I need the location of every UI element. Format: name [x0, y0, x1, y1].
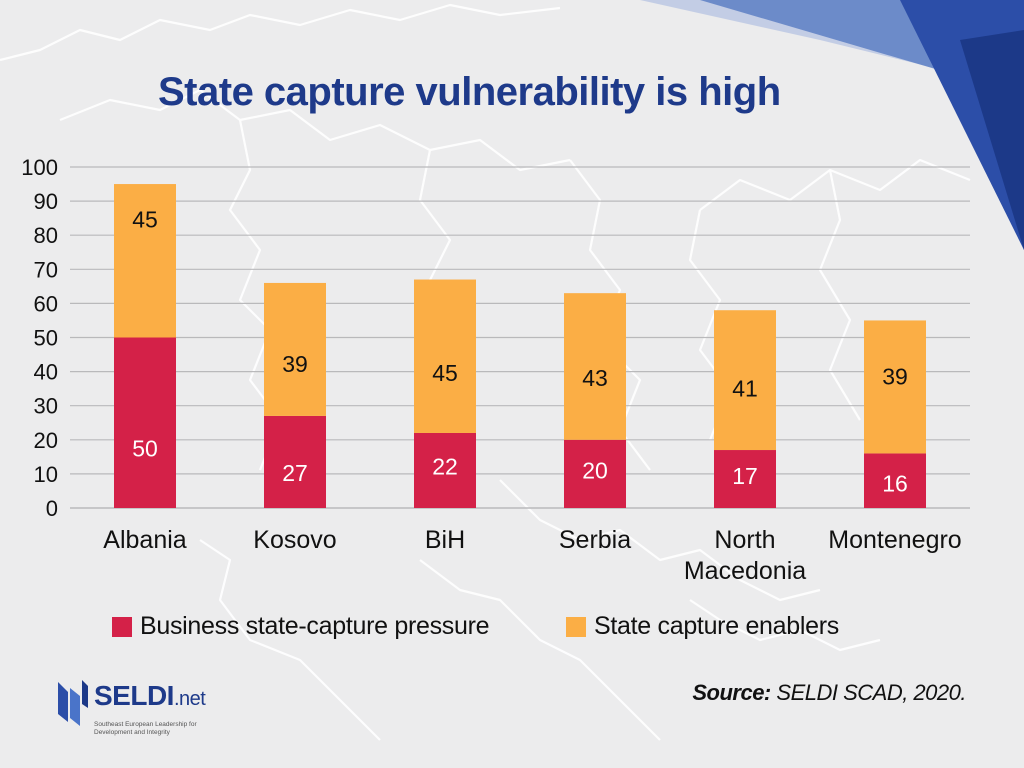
- y-tick-label: 70: [34, 257, 58, 282]
- data-label-pressure: 16: [882, 470, 908, 496]
- logo-name: SELDI.net: [94, 680, 206, 711]
- x-category-label: Albania: [103, 526, 186, 554]
- bar-pressure: [414, 432, 476, 508]
- bar-pressure: [714, 450, 776, 508]
- legend-swatch-pressure: [112, 616, 132, 637]
- y-tick-label: 90: [34, 189, 58, 214]
- legend: Business state-capture pressure State ca…: [0, 612, 1024, 646]
- data-label-pressure: 20: [582, 457, 608, 483]
- logo-tagline: Southeast European Leadership for Develo…: [94, 721, 197, 736]
- bar-enablers: [414, 279, 476, 433]
- stacked-bar-chart: 0 10 20 30 40 50 60 70 80 90 100 50 45 27 39 22 45 20 43 1…: [21, 155, 970, 585]
- bar-enablers: [114, 184, 176, 338]
- legend-item-pressure: Business state-capture pressure: [112, 612, 490, 641]
- x-category-label: BiH: [425, 526, 465, 554]
- logo-suffix: .net: [173, 688, 206, 710]
- data-label-enablers: 45: [432, 360, 458, 386]
- y-tick-label: 0: [46, 496, 58, 521]
- data-label-pressure: 50: [132, 435, 158, 461]
- seldi-logo-icon: [58, 680, 88, 726]
- legend-swatch-enablers: [566, 616, 586, 637]
- legend-label-enablers: State capture enablers: [594, 612, 839, 640]
- legend-label-pressure: Business state-capture pressure: [140, 612, 490, 640]
- seldi-logo: SELDI.net Southeast European Leadership …: [56, 676, 256, 746]
- chart-title: State capture vulnerability is high: [158, 70, 781, 114]
- bar-pressure: [114, 337, 176, 508]
- y-tick-label: 60: [34, 291, 58, 316]
- x-category-label: Serbia: [559, 526, 631, 554]
- y-tick-label: 80: [34, 223, 58, 248]
- data-label-enablers: 39: [282, 351, 308, 377]
- data-label-pressure: 22: [432, 454, 458, 480]
- data-label-enablers: 41: [732, 376, 758, 402]
- data-label-enablers: 45: [132, 206, 158, 232]
- bar-pressure: [264, 415, 326, 508]
- data-label-pressure: 27: [282, 460, 308, 486]
- data-label-pressure: 17: [732, 463, 758, 489]
- data-label-enablers: 43: [582, 365, 608, 391]
- data-label-enablers: 39: [882, 363, 908, 389]
- legend-item-enablers: State capture enablers: [566, 612, 839, 641]
- source-note: Source: SELDI SCAD, 2020.: [692, 680, 966, 706]
- y-tick-label: 30: [34, 394, 58, 419]
- y-tick-label: 40: [34, 360, 58, 385]
- source-label: Source:: [692, 680, 771, 705]
- bar-pressure: [564, 439, 626, 508]
- x-category-label: Kosovo: [253, 526, 336, 554]
- source-text: SELDI SCAD, 2020.: [776, 680, 966, 705]
- bar-enablers: [264, 282, 326, 416]
- bar-pressure: [864, 453, 926, 508]
- y-tick-label: 20: [34, 428, 58, 453]
- bar-enablers: [864, 320, 926, 454]
- y-tick-label: 10: [34, 462, 58, 487]
- bar-enablers: [714, 310, 776, 451]
- bar-enablers: [564, 293, 626, 440]
- x-category-label: Montenegro: [828, 526, 961, 554]
- y-tick-label: 50: [34, 326, 58, 351]
- y-tick-label: 100: [21, 155, 58, 180]
- x-category-label: North Macedonia: [684, 526, 806, 585]
